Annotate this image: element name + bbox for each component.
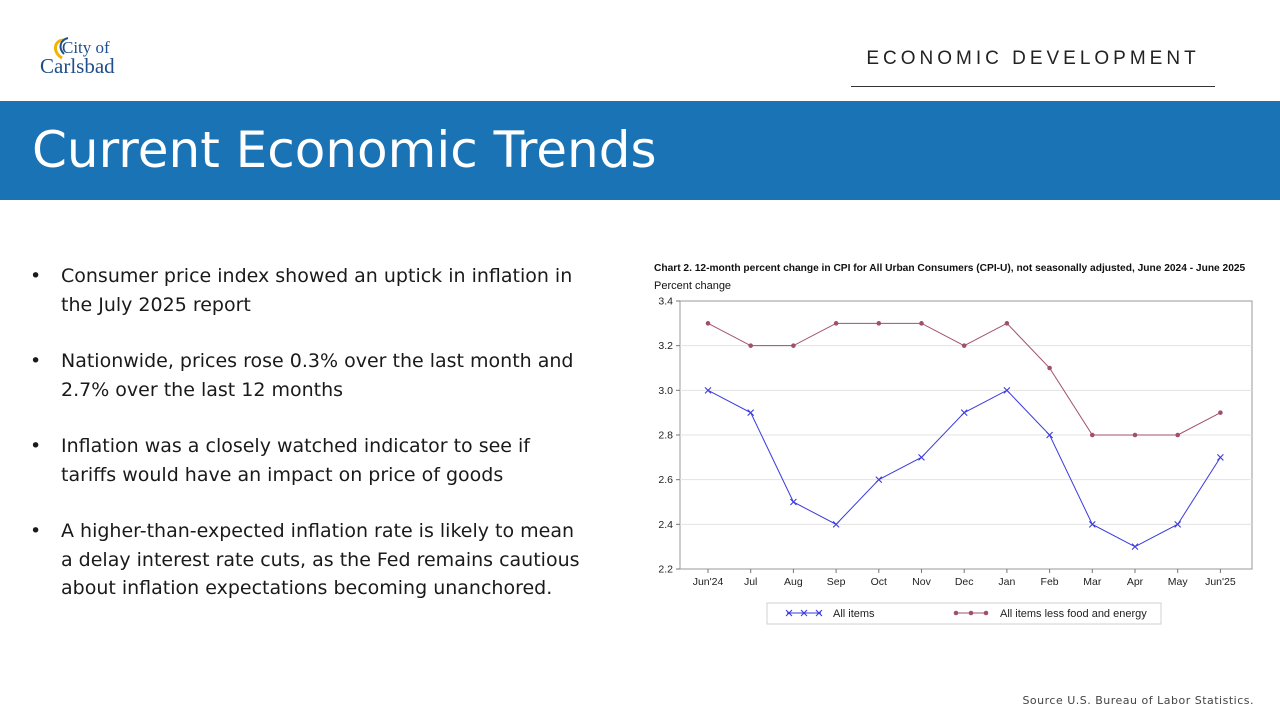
data-point-core	[1175, 432, 1180, 438]
data-point-all-items	[1217, 453, 1224, 461]
x-tick-label: Feb	[1041, 576, 1059, 588]
bullet-dot: •	[30, 265, 42, 287]
data-point-all-items	[1131, 543, 1139, 551]
data-point-core	[1047, 365, 1052, 371]
x-tick-label: Oct	[871, 576, 887, 588]
cpi-line-chart: 3.4 3.2 3.0 2.8 2.6 2.4 2.2 Jun'24 Jul Aug Sep Oct N…	[658, 296, 1253, 625]
logo-text-line2: Carlsbad	[40, 54, 115, 78]
chart-title: Chart 2. 12-month percent change in CPI …	[654, 263, 1246, 274]
data-point-marker-stroke	[832, 520, 840, 528]
y-tick-label: 2.8	[658, 430, 673, 442]
bullet-item: • Consumer price index showed an uptick i…	[30, 262, 590, 319]
x-tick-label: Jun'24	[693, 576, 724, 588]
page-title: Current Economic Trends	[32, 121, 657, 179]
y-tick-label: 2.6	[658, 474, 673, 486]
x-tick-label: Jul	[744, 576, 757, 588]
legend-marker-dot	[953, 610, 959, 616]
legend-marker-dot	[968, 610, 974, 616]
data-point-all-items	[704, 386, 712, 394]
data-point-marker-stroke	[875, 476, 883, 484]
y-tick-label: 3.2	[658, 340, 673, 352]
logo-swoosh-icon	[54, 37, 69, 60]
data-point-all-items	[1174, 520, 1182, 528]
city-logo: City of Carlsbad	[38, 34, 128, 80]
data-point-all-items	[832, 520, 840, 528]
legend-marker-stroke	[785, 609, 793, 617]
x-tick-label: Jan	[998, 576, 1015, 588]
data-point-core	[1132, 432, 1138, 438]
chart-legend: All items All items less food and energy	[766, 602, 1162, 625]
x-tick-label: Aug	[784, 576, 803, 588]
data-point-all-items	[960, 409, 968, 417]
data-point-core	[876, 321, 882, 326]
y-tick-label: 2.4	[658, 519, 673, 531]
data-point-core	[791, 343, 796, 348]
chart-y-axis-label: Percent change	[654, 280, 732, 292]
bullet-text: Nationwide, prices rose 0.3% over the la…	[61, 350, 574, 401]
data-point-marker-stroke	[704, 386, 712, 394]
legend-label: All items less food and energy	[1000, 608, 1147, 620]
data-point-core	[961, 343, 967, 348]
bullet-item: • Inflation was a closely watched indicat…	[30, 432, 590, 489]
x-tick-label: Dec	[955, 576, 974, 588]
bullet-text: A higher-than-expected inflation rate is…	[61, 520, 580, 599]
data-point-marker-stroke	[1046, 431, 1053, 439]
bullet-text: Consumer price index showed an uptick in…	[61, 265, 573, 316]
bullet-list: • Consumer price index showed an uptick i…	[30, 262, 590, 631]
bullet-dot: •	[30, 520, 42, 542]
bullet-text: Inflation was a closely watched indicato…	[61, 435, 530, 486]
legend-marker-stroke	[800, 609, 808, 617]
y-tick-label: 2.2	[658, 564, 673, 576]
x-tick-label: Nov	[912, 576, 931, 588]
x-tick-label: Jun'25	[1205, 576, 1236, 588]
legend-marker-dot	[983, 610, 989, 616]
y-tick-label: 3.4	[658, 296, 673, 308]
logo-text-line1: City of	[62, 38, 110, 57]
bullet-item: • Nationwide, prices rose 0.3% over the l…	[30, 347, 590, 404]
data-point-all-items	[1046, 431, 1053, 439]
data-point-marker-stroke	[1131, 543, 1139, 551]
data-point-core	[919, 321, 924, 326]
data-point-core	[1004, 321, 1010, 326]
data-point-marker-stroke	[1003, 386, 1011, 394]
title-banner: Current Economic Trends	[0, 101, 1280, 200]
data-point-all-items	[875, 476, 883, 484]
data-point-marker-stroke	[1174, 520, 1182, 528]
x-tick-label: Apr	[1127, 576, 1144, 588]
data-point-all-items	[1088, 520, 1096, 528]
data-point-core	[748, 343, 753, 348]
bullet-dot: •	[30, 350, 42, 372]
x-tick-label: May	[1168, 576, 1189, 588]
source-note: Source U.S. Bureau of Labor Statistics.	[1022, 694, 1254, 707]
data-point-marker-stroke	[960, 409, 968, 417]
data-point-core	[1090, 432, 1095, 438]
legend-marker-stroke	[815, 609, 823, 617]
data-point-marker-stroke	[1088, 520, 1096, 528]
data-point-marker-stroke	[747, 409, 755, 417]
data-point-all-items	[918, 453, 925, 461]
data-point-all-items	[747, 409, 755, 417]
x-tick-label: Sep	[827, 576, 846, 588]
bullet-dot: •	[30, 435, 42, 457]
y-tick-label: 3.0	[658, 385, 673, 397]
data-point-marker-stroke	[1217, 453, 1224, 461]
section-divider	[851, 86, 1215, 87]
bullet-item: • A higher-than-expected inflation rate i…	[30, 517, 590, 603]
data-point-all-items	[790, 498, 797, 506]
data-point-core	[833, 321, 839, 326]
legend-label: All items	[833, 608, 875, 620]
x-tick-label: Mar	[1083, 576, 1102, 588]
section-label: ECONOMIC DEVELOPMENT	[866, 48, 1200, 69]
data-point-all-items	[1003, 386, 1011, 394]
data-point-core	[1218, 410, 1223, 415]
data-point-marker-stroke	[790, 498, 797, 506]
data-point-marker-stroke	[918, 453, 925, 461]
data-point-core	[705, 321, 711, 326]
